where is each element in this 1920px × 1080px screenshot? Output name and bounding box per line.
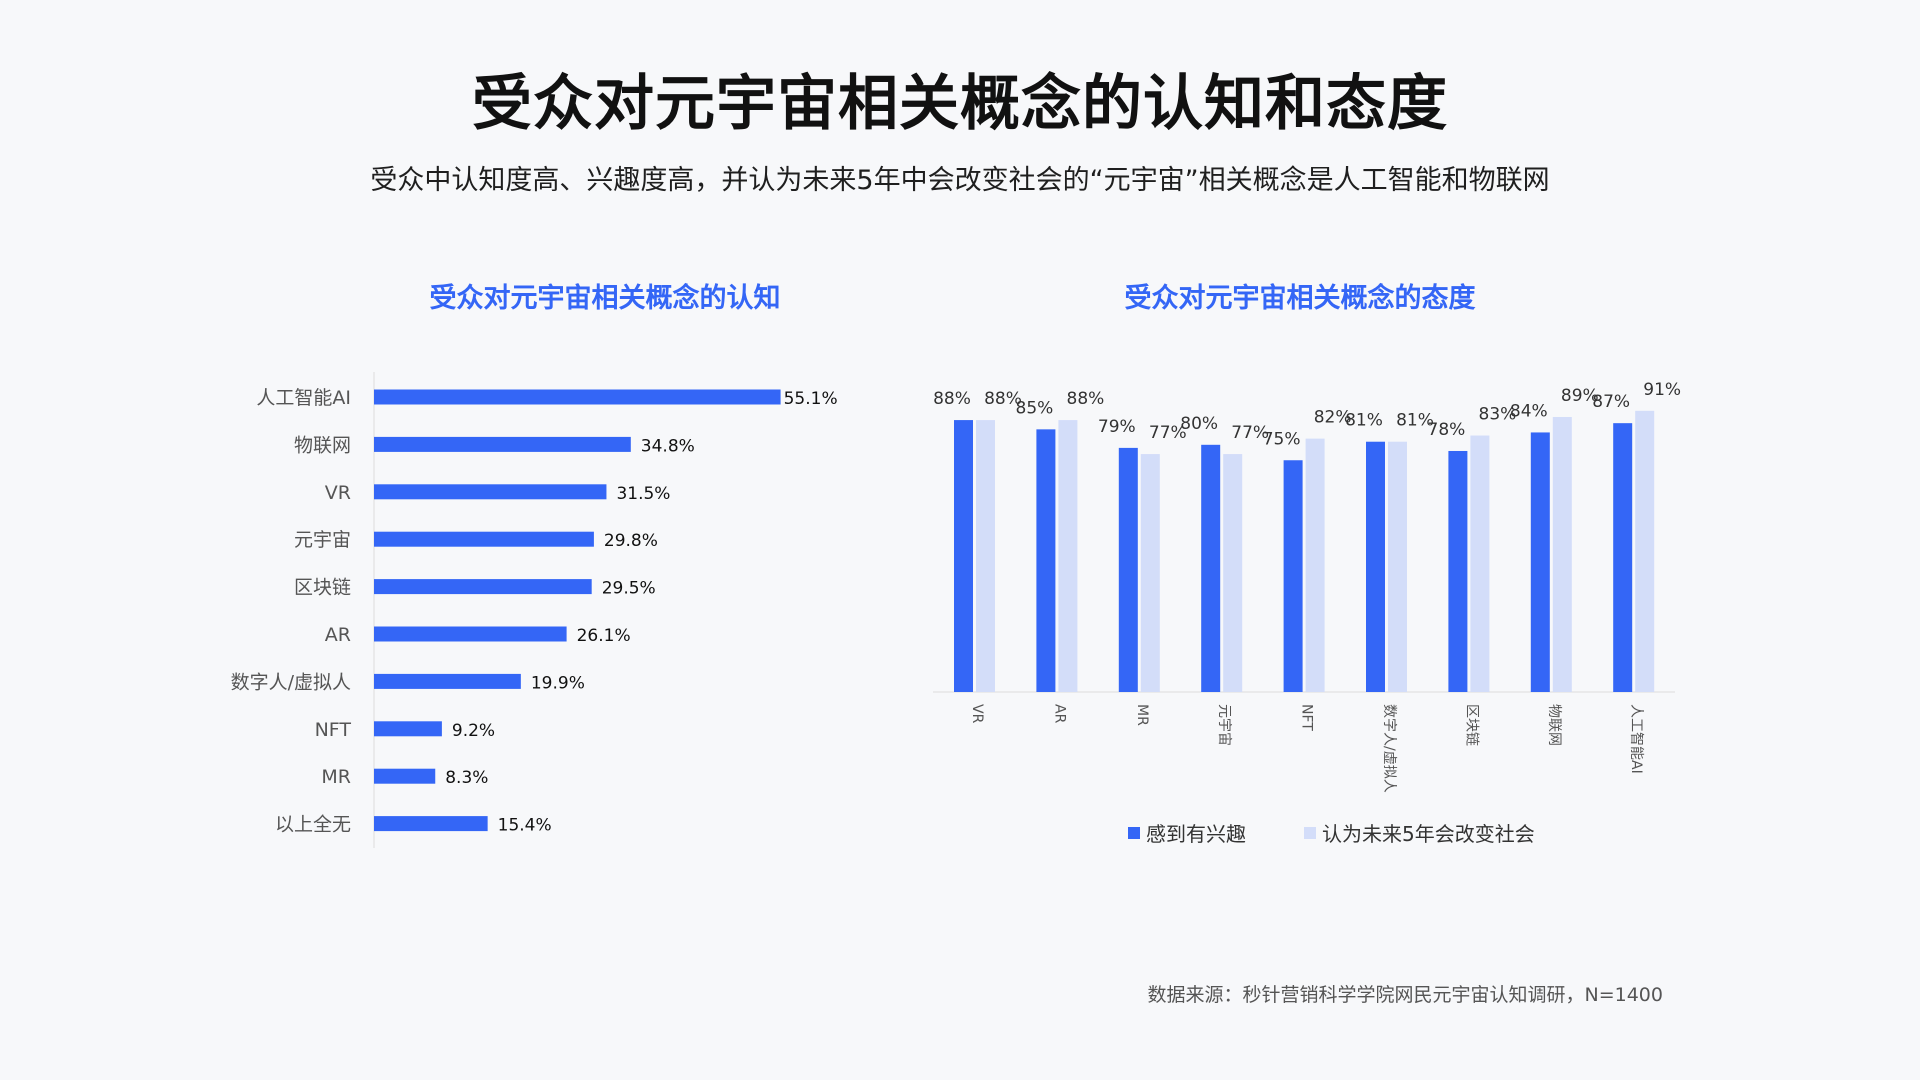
legend-label-interest: 感到有兴趣 xyxy=(1146,822,1246,846)
category-label: VR xyxy=(969,704,985,724)
awareness-bar xyxy=(374,436,631,452)
page-title: 受众对元宇宙相关概念的认知和态度 xyxy=(472,69,1448,139)
interest-bar xyxy=(1118,447,1138,692)
awareness-bar xyxy=(374,673,521,689)
interest-bar xyxy=(1036,429,1056,692)
data-label: 77% xyxy=(1149,423,1187,443)
category-label: 人工智能AI xyxy=(256,387,351,409)
legend-item-interest: 感到有兴趣 xyxy=(1128,818,1246,847)
category-label: AR xyxy=(325,624,351,646)
data-label: 84% xyxy=(1510,401,1548,421)
legend-swatch-change xyxy=(1304,826,1316,839)
change-bar xyxy=(1388,441,1407,692)
awareness-bar xyxy=(374,721,442,737)
category-label: 元宇宙 xyxy=(1216,704,1232,746)
data-label: 77% xyxy=(1231,423,1269,443)
interest-bar xyxy=(1448,450,1468,692)
data-label: 29.8% xyxy=(604,531,658,551)
data-source-note: 数据来源：秒针营销科学学院网民元宇宙认知调研，N=1400 xyxy=(1147,984,1664,1006)
awareness-bar xyxy=(374,626,567,642)
data-label: 19.9% xyxy=(531,673,585,693)
data-label: 91% xyxy=(1643,380,1681,400)
data-label: 78% xyxy=(1428,420,1466,440)
page-subtitle: 受众中认知度高、兴趣度高，并认为未来5年中会改变社会的“元宇宙”相关概念是人工智… xyxy=(370,165,1550,196)
data-label: 81% xyxy=(1345,411,1383,431)
category-label: 数字人/虚拟人 xyxy=(1381,704,1397,793)
awareness-bar xyxy=(374,768,436,784)
data-label: 29.5% xyxy=(602,579,656,599)
data-label: 81% xyxy=(1396,411,1434,431)
change-bar xyxy=(1305,438,1325,692)
data-label: 88% xyxy=(933,389,971,409)
awareness-bar-chart: 人工智能AI 55.1% 物联网 34.8% VR 31.5% 元宇宙 29.8% 区块链 29.… xyxy=(231,372,838,848)
category-label: 人工智能AI xyxy=(1628,704,1644,774)
data-label: 31.5% xyxy=(616,484,670,504)
legend-label-change: 认为未来5年会改变社会 xyxy=(1322,822,1535,846)
legend-swatch-interest xyxy=(1128,826,1140,839)
category-label: NFT xyxy=(1299,704,1315,731)
data-label: 80% xyxy=(1180,414,1218,434)
interest-bar xyxy=(1283,460,1303,692)
interest-bar xyxy=(1366,441,1385,692)
category-label: 以上全无 xyxy=(275,814,351,836)
data-label: 9.2% xyxy=(452,721,495,741)
category-label: AR xyxy=(1051,704,1067,724)
attitude-legend: 感到有兴趣 认为未来5年会改变社会 xyxy=(1128,818,1593,847)
category-label: 元宇宙 xyxy=(294,529,351,551)
interest-bar xyxy=(954,420,973,692)
category-label: VR xyxy=(325,482,351,504)
category-label: 物联网 xyxy=(294,434,351,456)
interest-bar xyxy=(1613,423,1633,692)
data-label: 34.8% xyxy=(641,436,695,456)
attitude-chart-title: 受众对元宇宙相关概念的态度 xyxy=(1124,283,1476,314)
interest-bar xyxy=(1201,444,1221,692)
category-label: 区块链 xyxy=(294,577,351,599)
data-label: 89% xyxy=(1561,386,1599,406)
awareness-bar xyxy=(374,531,594,547)
category-label: 区块链 xyxy=(1463,704,1479,746)
data-label: 79% xyxy=(1098,417,1136,437)
data-label: 15.4% xyxy=(498,816,552,836)
interest-bar xyxy=(1530,432,1550,692)
legend-item-change: 认为未来5年会改变社会 xyxy=(1304,818,1535,847)
category-label: MR xyxy=(321,766,351,788)
data-label: 87% xyxy=(1592,392,1630,412)
data-label: 8.3% xyxy=(445,768,488,788)
data-label: 26.1% xyxy=(577,626,631,646)
data-label: 83% xyxy=(1479,405,1517,425)
data-label: 75% xyxy=(1263,429,1301,449)
awareness-chart-title: 受众对元宇宙相关概念的认知 xyxy=(429,283,781,314)
data-label: 55.1% xyxy=(784,389,838,409)
data-label: 82% xyxy=(1314,408,1352,428)
change-bar xyxy=(976,420,995,692)
category-label: 数字人/虚拟人 xyxy=(231,671,351,693)
category-label: MR xyxy=(1134,704,1150,726)
data-label: 88% xyxy=(984,389,1022,409)
data-label: 88% xyxy=(1067,389,1105,409)
change-bar xyxy=(1470,435,1490,692)
awareness-bar xyxy=(374,579,592,595)
change-bar xyxy=(1058,420,1078,692)
awareness-bar xyxy=(374,389,781,405)
awareness-bar xyxy=(374,484,607,500)
change-bar xyxy=(1223,454,1243,692)
category-label: 物联网 xyxy=(1546,704,1562,746)
change-bar xyxy=(1140,454,1160,692)
change-bar xyxy=(1635,410,1655,692)
awareness-bar xyxy=(374,816,488,832)
data-label: 85% xyxy=(1016,398,1054,418)
category-label: NFT xyxy=(315,719,352,741)
change-bar xyxy=(1552,416,1572,692)
